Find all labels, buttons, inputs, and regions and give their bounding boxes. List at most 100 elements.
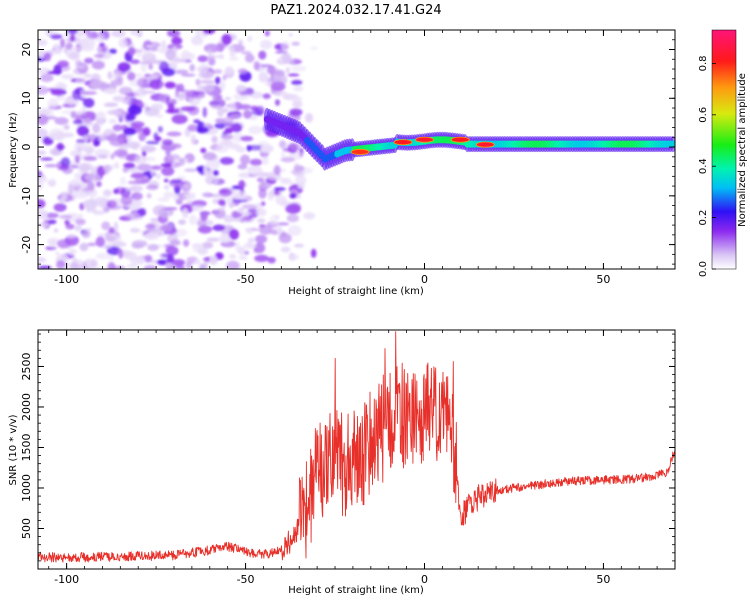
heat-noise-blob [112,95,126,102]
heat-noise-blob [187,124,199,132]
heat-noise-blob [165,96,170,106]
heat-noise-blob [109,118,117,124]
heat-noise-blob [174,265,186,269]
heat-noise-blob [258,223,266,228]
heat-noise-blob [38,128,48,139]
heat-noise-blob [136,77,151,88]
heat-noise-blob [70,47,84,51]
heat-noise-blob [84,57,94,64]
heat-noise-blob [131,192,143,201]
heat-noise-blob [156,259,169,266]
heat-noise-blob [143,265,157,269]
heat-noise-blob [220,134,234,140]
heat-noise-blob [258,182,272,189]
heat-noise-blob [56,142,64,151]
heat-noise-blob [278,140,287,149]
heat-noise-blob [275,195,287,206]
heat-noise-blob [145,223,156,230]
heat-noise-blob [223,139,234,146]
heat-noise-blob [200,211,208,222]
heat-noise-blob [167,102,175,113]
heat-noise-blob [177,83,185,93]
heat-noise-blob [95,252,109,260]
heat-noise-blob [146,193,152,199]
colorbar-tick-label: 0.8 [698,55,709,71]
heat-noise-blob [293,165,305,172]
heat-noise-blob [181,73,196,77]
heat-noise-blob [218,188,233,197]
heat-noise-blob [124,212,141,220]
heat-noise-blob [175,198,183,205]
heat-noise-blob [287,225,302,236]
heat-noise-blob [189,64,195,72]
heat-noise-blob [83,174,97,179]
heat-noise-blob [237,163,248,170]
spectrogram-x-axis-label: Height of straight line (km) [288,286,424,297]
heat-noise-blob [209,255,218,266]
heat-noise-blob [127,105,142,115]
heat-noise-blob [111,241,127,248]
heat-noise-blob [157,126,163,133]
heat-noise-blob [68,184,74,194]
heat-noise-blob [212,224,226,232]
heat-noise-blob [43,52,52,62]
heat-noise-blob [83,134,89,142]
x-tick-label: 50 [596,273,610,286]
heat-noise-blob [59,214,73,219]
heat-noise-blob [182,52,195,60]
heat-noise-blob [260,144,274,153]
heat-noise-blob [146,184,159,191]
heat-noise-blob [161,40,167,49]
heat-noise-blob [152,205,168,217]
heat-noise-blob [194,259,201,265]
heat-noise-blob [92,210,106,215]
heat-noise-blob [117,62,131,72]
heat-noise-blob [163,191,175,198]
heat-noise-blob [233,212,243,218]
heat-noise-blob [56,94,65,101]
heat-noise-blob [209,99,226,109]
heat-noise-blob [60,38,65,48]
heat-noise-blob [292,100,303,109]
heat-noise-blob [195,78,201,86]
heat-noise-blob [171,114,188,124]
heat-noise-blob [212,169,219,176]
y-tick-label: -20 [20,236,33,254]
heat-noise-blob [290,96,303,102]
heat-noise-blob [196,219,207,227]
heat-noise-blob [86,31,100,39]
heat-noise-blob [218,195,227,201]
heat-noise-blob [255,105,265,116]
heat-noise-blob [219,43,228,49]
heat-noise-blob [244,53,255,63]
heat-noise-blob [281,151,286,159]
heat-noise-blob [95,111,106,122]
heat-noise-blob [228,57,239,61]
heat-noise-blob [202,107,208,118]
heat-noise-blob [247,208,259,219]
heat-noise-blob [218,207,226,211]
heat-noise-blob [111,30,126,38]
heat-noise-blob [107,255,115,261]
heat-noise-blob [68,101,75,106]
heat-noise-blob [223,214,235,223]
heat-noise-blob [56,82,65,89]
heat-noise-blob [160,163,173,168]
heat-noise-blob [75,65,85,69]
heat-noise-blob [288,33,293,37]
heat-noise-blob [126,97,132,104]
heat-noise-blob [270,81,286,92]
heat-noise-blob [203,43,220,53]
heat-noise-blob [285,203,301,214]
heat-noise-blob [199,63,209,74]
y-tick-label: -10 [20,187,33,205]
heat-noise-blob [133,73,143,77]
x-tick-label: -100 [54,573,79,586]
colorbar-tick-label: 0.0 [698,261,709,277]
heat-noise-blob [156,113,164,119]
colorbar-gradient [711,29,737,270]
heat-noise-blob [303,212,316,220]
heat-noise-blob [243,242,257,249]
heat-noise-blob [107,71,113,80]
heat-noise-blob [126,264,138,268]
